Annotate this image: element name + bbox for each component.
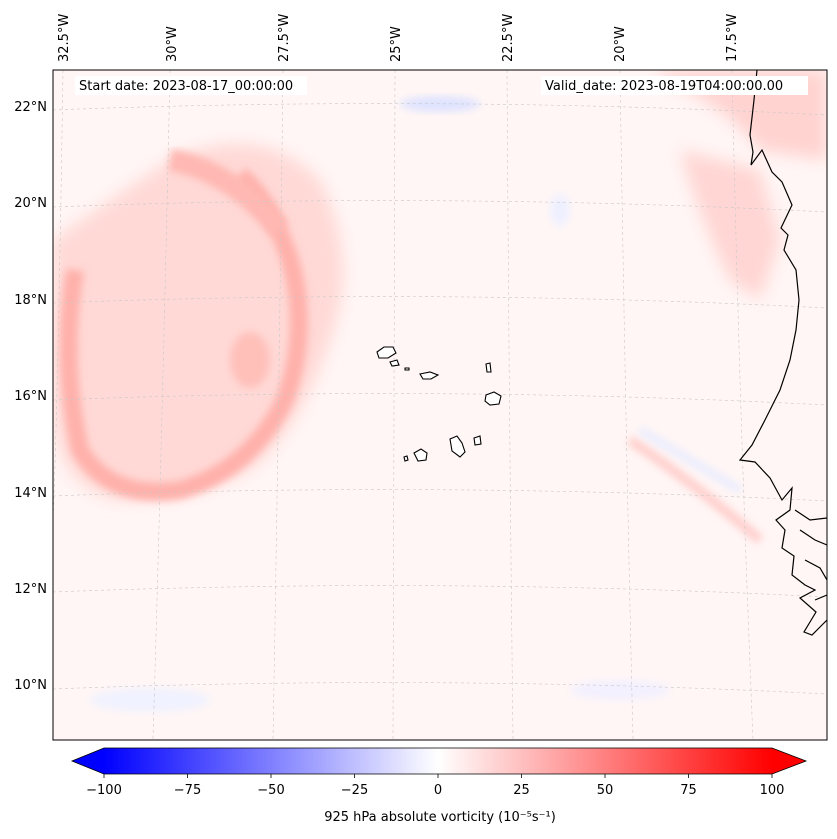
- colorbar-body: [104, 748, 772, 774]
- cape-verde-islands: [376, 346, 502, 462]
- colorbar-max-extend: [772, 748, 806, 774]
- parallel-line: [53, 103, 827, 116]
- island-sao-vicente: [389, 359, 400, 367]
- lon-label: 32.5°W: [57, 14, 72, 62]
- island-santa-luzia: [404, 367, 410, 371]
- negative-vorticity-north: [400, 96, 480, 112]
- lon-label: 20°W: [613, 26, 628, 62]
- coast-west-africa: [738, 70, 827, 636]
- colorbar-tick-label: −100: [86, 783, 122, 798]
- colorbar-tick-label: 75: [680, 783, 697, 798]
- lon-label: 17.5°W: [725, 14, 740, 62]
- start-date-box: [75, 76, 307, 95]
- graticule: [53, 70, 827, 740]
- parallel-line: [53, 393, 827, 406]
- island-santiago: [449, 435, 466, 458]
- colorbar-tick-label: 25: [513, 783, 530, 798]
- island-maio: [473, 435, 482, 446]
- lat-label: 12°N: [14, 582, 47, 597]
- island-santo-antao: [376, 346, 397, 359]
- lat-label: 16°N: [14, 389, 47, 404]
- longitude-labels: 32.5°W 30°W 27.5°W 25°W 22.5°W 20°W 17.5…: [57, 14, 740, 62]
- negative-vorticity-patch: [550, 194, 570, 226]
- island-brava: [403, 455, 409, 462]
- negative-vorticity-band: [637, 426, 743, 494]
- lat-label: 20°N: [14, 196, 47, 211]
- lat-label: 18°N: [14, 293, 47, 308]
- colorbar: −100 −75 −50 −25 0 25 50 75 100 925 hPa …: [70, 747, 808, 825]
- parallel-line: [53, 200, 827, 213]
- colorbar-tick-label: −75: [174, 783, 201, 798]
- vorticity-band-south: [627, 435, 764, 544]
- island-fogo: [413, 448, 428, 462]
- start-date-label: Start date: 2023-08-17_00:00:00: [79, 79, 293, 94]
- lat-label: 14°N: [14, 486, 47, 501]
- island-sao-nicolau: [419, 371, 440, 380]
- vorticity-band-north: [167, 149, 289, 238]
- meridian-line: [152, 70, 171, 740]
- colorbar-tick-label: 0: [434, 783, 442, 798]
- parallel-line: [53, 489, 827, 502]
- parallel-line: [53, 585, 827, 598]
- map-frame: [52, 69, 828, 741]
- colorbar-min-extend: [72, 748, 104, 774]
- lon-label: 22.5°W: [501, 14, 516, 62]
- meridian-line: [53, 70, 64, 521]
- lon-label: 25°W: [389, 26, 404, 62]
- map-panel: Start date: 2023-08-17_00:00:00 Valid_da…: [52, 69, 828, 741]
- coast-gambia: [794, 509, 827, 521]
- lat-label: 10°N: [14, 678, 47, 693]
- colorbar-tick-label: 100: [760, 783, 785, 798]
- colorbar-tick-marks: [103, 774, 773, 778]
- vorticity-ring: [59, 168, 308, 501]
- latitude-labels: 22°N 20°N 18°N 16°N 14°N 12°N 10°N: [14, 100, 47, 693]
- coast-guinea: [804, 559, 827, 581]
- colorbar-tick-labels: −100 −75 −50 −25 0 25 50 75 100: [86, 783, 784, 798]
- colorbar-tick-label: −50: [257, 783, 284, 798]
- valid-date-box: [541, 76, 808, 95]
- lon-label: 30°W: [165, 26, 180, 62]
- vorticity-core: [230, 332, 270, 388]
- meridian-line: [619, 70, 634, 740]
- lat-label: 22°N: [14, 100, 47, 115]
- colorbar-tick-label: 50: [597, 783, 614, 798]
- coast-bijagos: [814, 594, 827, 601]
- parallel-line: [53, 296, 827, 309]
- meridian-line: [272, 70, 284, 740]
- negative-vorticity-southeast: [570, 680, 670, 700]
- island-boa-vista: [484, 391, 502, 406]
- coast-guinea-bissau: [799, 529, 827, 546]
- vorticity-region-coast: [680, 150, 780, 300]
- lon-label: 27.5°W: [277, 14, 292, 62]
- african-coastline: [738, 70, 827, 636]
- negative-vorticity-south: [90, 688, 210, 712]
- meridian-line: [506, 70, 514, 740]
- valid-date-label: Valid_date: 2023-08-19T04:00:00.00: [545, 79, 783, 94]
- colorbar-tick-label: −25: [341, 783, 368, 798]
- meridian-line: [731, 70, 754, 740]
- parallel-line: [53, 682, 827, 695]
- meridian-line: [392, 70, 396, 740]
- island-sal: [485, 362, 492, 373]
- colorbar-label: 925 hPa absolute vorticity (10⁻⁵s⁻¹): [324, 810, 556, 825]
